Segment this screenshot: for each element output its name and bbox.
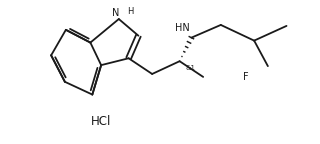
Text: &1: &1	[186, 65, 196, 71]
Text: F: F	[243, 72, 248, 82]
Text: N: N	[112, 8, 120, 18]
Text: H: H	[127, 7, 133, 16]
Text: HN: HN	[175, 23, 189, 33]
Text: HCl: HCl	[91, 114, 111, 128]
